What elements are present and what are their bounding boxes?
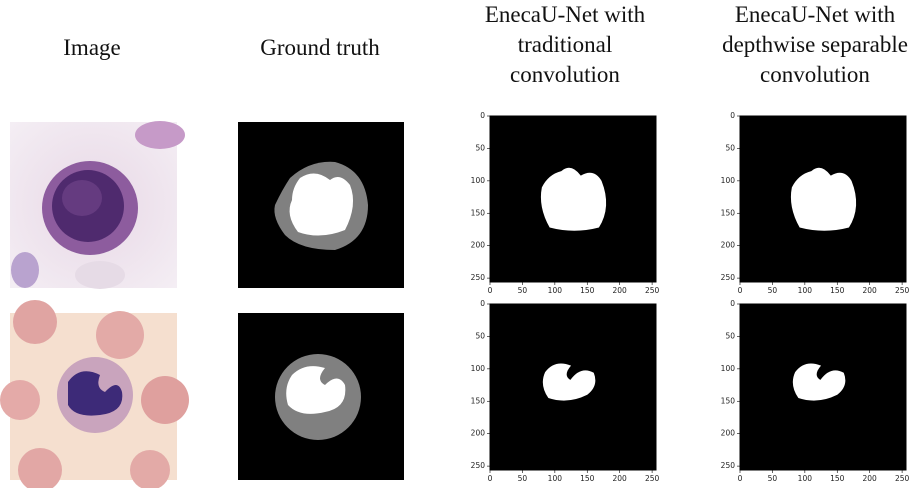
x-tick-label: 150 xyxy=(830,286,845,295)
column-title: convolution xyxy=(510,62,620,87)
x-tick-label: 250 xyxy=(895,474,910,483)
x-tick-label: 100 xyxy=(798,286,813,295)
x-tick-label: 200 xyxy=(863,286,878,295)
x-tick-label: 250 xyxy=(645,474,660,483)
x-tick-label: 150 xyxy=(580,474,595,483)
y-tick-label: 0 xyxy=(480,299,485,308)
y-tick-label: 100 xyxy=(471,176,486,185)
prediction-plot: 0 0 50 50 100 100 150 150 200 200 250 250 xyxy=(721,111,910,295)
x-tick-label: 200 xyxy=(613,286,628,295)
x-tick-label: 100 xyxy=(798,474,813,483)
cell-image-1 xyxy=(10,121,185,289)
column-title: EnecaU-Net with xyxy=(485,2,646,27)
y-tick-label: 100 xyxy=(721,364,736,373)
y-tick-label: 200 xyxy=(721,241,736,250)
x-tick-label: 0 xyxy=(488,474,493,483)
column-title: depthwise separable xyxy=(722,32,908,57)
x-tick-label: 200 xyxy=(613,474,628,483)
column-title: Image xyxy=(63,35,120,60)
x-tick-label: 50 xyxy=(518,474,528,483)
y-tick-label: 100 xyxy=(721,176,736,185)
prediction-plot: 0 0 50 50 100 100 150 150 200 200 250 250 xyxy=(471,299,660,483)
ground-truth-1 xyxy=(238,122,404,288)
y-tick-label: 150 xyxy=(721,208,736,217)
ground-truth-2 xyxy=(238,313,404,480)
y-tick-label: 50 xyxy=(725,331,735,340)
column-title: Ground truth xyxy=(260,35,380,60)
y-tick-label: 250 xyxy=(471,461,486,470)
segmentation-mask xyxy=(541,168,606,231)
y-tick-label: 250 xyxy=(721,273,736,282)
x-tick-label: 250 xyxy=(645,286,660,295)
y-tick-label: 0 xyxy=(730,299,735,308)
y-tick-label: 50 xyxy=(725,143,735,152)
y-tick-label: 50 xyxy=(475,143,485,152)
x-tick-label: 100 xyxy=(548,474,563,483)
x-tick-label: 0 xyxy=(488,286,493,295)
y-tick-label: 0 xyxy=(730,111,735,120)
y-tick-label: 200 xyxy=(471,241,486,250)
column-title: traditional xyxy=(518,32,613,57)
x-tick-label: 50 xyxy=(768,286,778,295)
x-tick-label: 0 xyxy=(738,286,743,295)
prediction-plot: 0 0 50 50 100 100 150 150 200 200 250 250 xyxy=(471,111,660,295)
y-tick-label: 150 xyxy=(471,208,486,217)
y-tick-label: 150 xyxy=(721,396,736,405)
y-tick-label: 0 xyxy=(480,111,485,120)
x-tick-label: 0 xyxy=(738,474,743,483)
column-title: convolution xyxy=(760,62,870,87)
y-tick-label: 250 xyxy=(471,273,486,282)
y-tick-label: 250 xyxy=(721,461,736,470)
x-tick-label: 100 xyxy=(548,286,563,295)
x-tick-label: 200 xyxy=(863,474,878,483)
y-tick-label: 50 xyxy=(475,331,485,340)
x-tick-label: 150 xyxy=(830,474,845,483)
x-tick-label: 50 xyxy=(518,286,528,295)
x-tick-label: 250 xyxy=(895,286,910,295)
y-tick-label: 100 xyxy=(471,364,486,373)
column-title: EnecaU-Net with xyxy=(735,2,896,27)
x-tick-label: 150 xyxy=(580,286,595,295)
x-tick-label: 50 xyxy=(768,474,778,483)
cell-image-2 xyxy=(0,300,189,488)
y-tick-label: 200 xyxy=(721,429,736,438)
y-tick-label: 200 xyxy=(471,429,486,438)
figure: Image Ground truth EnecaU-Net with traditio… xyxy=(0,0,916,488)
prediction-plot: 0 0 50 50 100 100 150 150 200 200 250 250 xyxy=(721,299,910,483)
y-tick-label: 150 xyxy=(471,396,486,405)
segmentation-mask xyxy=(791,168,856,231)
